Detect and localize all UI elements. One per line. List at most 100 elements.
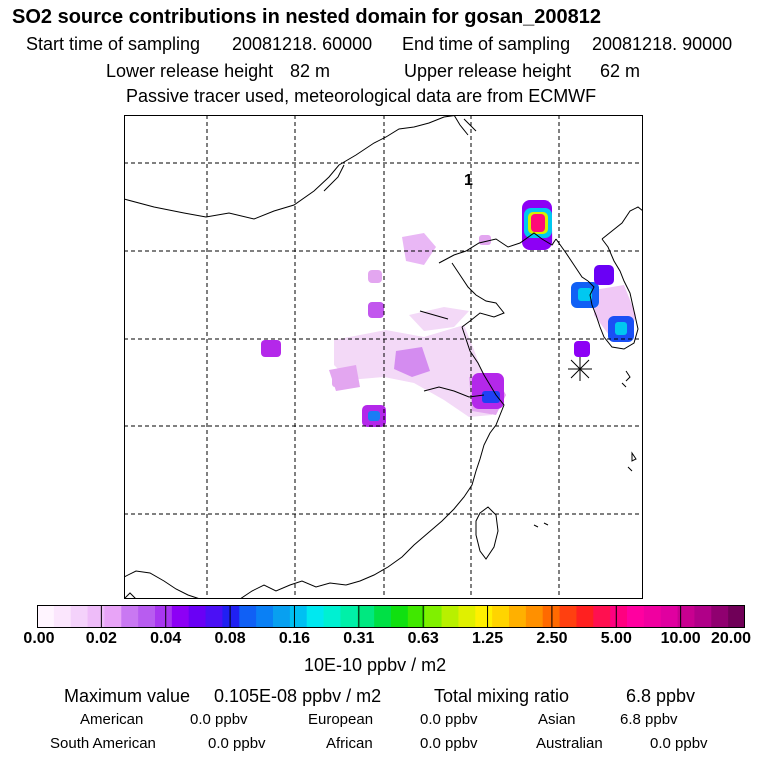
border-yellow-river bbox=[419, 310, 449, 320]
colorbar-cell bbox=[407, 605, 426, 628]
region-value: 0.0 ppbv bbox=[190, 711, 248, 728]
colorbar-tick-label: 0.16 bbox=[278, 630, 311, 647]
hotspot-jeju bbox=[574, 341, 590, 357]
colorbar-cell bbox=[222, 605, 240, 628]
border-yangtze bbox=[423, 386, 485, 398]
island-hainan bbox=[124, 592, 137, 599]
colorbar-tick-label: 1.25 bbox=[471, 630, 504, 647]
colorbar-cell bbox=[374, 605, 392, 628]
colorbar-cell bbox=[205, 605, 223, 628]
concentration-map: 1 bbox=[124, 115, 643, 599]
contour-label: 1 bbox=[464, 172, 473, 189]
hotspot-korea-west-core bbox=[578, 288, 592, 301]
grid-layer bbox=[124, 115, 643, 599]
colorbar-cell bbox=[391, 605, 409, 628]
colorbar-cell bbox=[340, 605, 358, 628]
start-time-label: Start time of sampling bbox=[26, 34, 201, 54]
colorbar-cell bbox=[138, 605, 156, 628]
colorbar-cell bbox=[441, 605, 459, 628]
coastline-south-china bbox=[239, 580, 347, 599]
colorbar-cell bbox=[53, 605, 72, 628]
colorbar-tick-label: 0.63 bbox=[407, 630, 439, 647]
start-time-value: 20081218. 60000 bbox=[232, 34, 373, 54]
colorbar-cell bbox=[627, 605, 645, 628]
coastline-korea bbox=[587, 238, 639, 350]
colorbar-cell bbox=[306, 605, 325, 628]
region-value: 0.0 ppbv bbox=[420, 711, 478, 728]
colorbar-cell bbox=[256, 605, 274, 628]
plume-shandong bbox=[409, 307, 469, 331]
colorbar-tick-label: 20.00 bbox=[710, 630, 752, 647]
colorbar-cell bbox=[492, 605, 510, 628]
region-name: African bbox=[326, 735, 373, 752]
colorbar-cell bbox=[576, 605, 594, 628]
plume-spot-west bbox=[261, 340, 281, 357]
colorbar-cell bbox=[677, 605, 695, 628]
receptor-star-icon bbox=[568, 357, 592, 381]
hotspot-southwest-core bbox=[368, 411, 380, 421]
colorbar-cell bbox=[593, 605, 611, 628]
colorbar-cell bbox=[694, 605, 712, 628]
plume-spot-hebei bbox=[479, 235, 491, 245]
colorbar-frame bbox=[37, 605, 745, 628]
mongolia-border bbox=[323, 164, 345, 192]
coastline-east-china bbox=[345, 326, 505, 586]
colorbar-tick-label: 5.00 bbox=[600, 630, 632, 647]
coastline-gulf bbox=[124, 570, 201, 599]
colorbar-cell bbox=[171, 605, 190, 628]
colorbar-unit: 10E-10 ppbv / m2 bbox=[304, 655, 447, 675]
colorbar-cell bbox=[87, 605, 105, 628]
colorbar-cell bbox=[323, 605, 341, 628]
region-value: 0.0 ppbv bbox=[650, 735, 708, 752]
lower-height-label: Lower release height bbox=[106, 61, 274, 81]
coastline-northeast bbox=[453, 115, 477, 136]
colorbar-cell bbox=[121, 605, 139, 628]
coastline-layer bbox=[124, 115, 643, 599]
hotspot-korea-north bbox=[594, 265, 614, 285]
method-note: Passive tracer used, meteorological data… bbox=[126, 86, 597, 106]
max-value-label: Maximum value bbox=[64, 686, 191, 706]
region-name: American bbox=[80, 711, 144, 728]
max-value: 0.105E-08 ppbv / m2 bbox=[214, 686, 382, 706]
coastline-bohai bbox=[438, 232, 557, 264]
colorbar-cell bbox=[525, 605, 544, 628]
island-ryukyu bbox=[533, 522, 549, 528]
plume-layer bbox=[261, 200, 636, 427]
colorbar-tick-label: 0.02 bbox=[85, 630, 117, 647]
colorbar-cell bbox=[610, 605, 628, 628]
plume-spot-north bbox=[368, 270, 382, 283]
colorbar-cell bbox=[239, 605, 257, 628]
colorbar bbox=[37, 605, 745, 628]
colorbar-cell bbox=[711, 605, 729, 628]
region-value: 6.8 ppbv bbox=[620, 711, 678, 728]
colorbar-cell bbox=[458, 605, 476, 628]
colorbar-cell bbox=[509, 605, 527, 628]
colorbar-cell bbox=[542, 605, 561, 628]
plume-north-china bbox=[402, 233, 436, 265]
colorbar-tick-label: 0.04 bbox=[150, 630, 182, 647]
colorbar-cell bbox=[155, 605, 173, 628]
colorbar-cell bbox=[289, 605, 308, 628]
hotspot-peak-core bbox=[531, 214, 545, 232]
end-time-label: End time of sampling bbox=[402, 34, 571, 54]
colorbar-cell bbox=[70, 605, 89, 628]
plume-central-core bbox=[394, 347, 430, 377]
map-frame bbox=[124, 115, 643, 599]
plume-spot-shanxi bbox=[332, 373, 350, 387]
region-name: Australian bbox=[536, 735, 603, 752]
colorbar-cell bbox=[559, 605, 577, 628]
colorbar-cell bbox=[660, 605, 679, 628]
colorbar-cell bbox=[643, 605, 662, 628]
colorbar-cell bbox=[475, 605, 493, 628]
colorbar-tick-label: 0.08 bbox=[214, 630, 246, 647]
colorbar-cell bbox=[188, 605, 207, 628]
lower-height-value: 82 m bbox=[290, 61, 331, 81]
colorbar-tick-label: 2.50 bbox=[536, 630, 568, 647]
upper-height-value: 62 m bbox=[600, 61, 641, 81]
coastline-shandong bbox=[451, 262, 505, 328]
region-name: Asian bbox=[538, 711, 576, 728]
hotspot-korea-south-core bbox=[615, 322, 627, 335]
colorbar-tick-label: 0.31 bbox=[343, 630, 375, 647]
island-japan-kyushu bbox=[621, 370, 637, 472]
region-value: 0.0 ppbv bbox=[208, 735, 266, 752]
